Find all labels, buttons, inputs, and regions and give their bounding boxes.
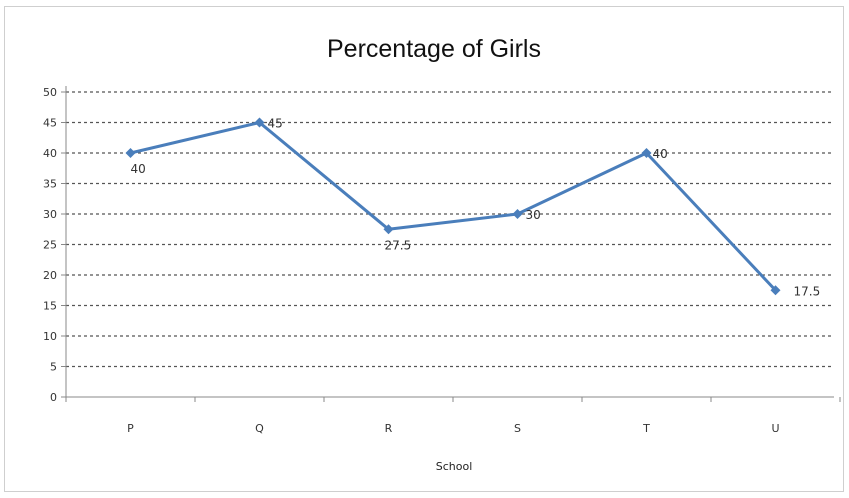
y-tick-label: 15 (43, 300, 57, 313)
y-tick-label: 35 (43, 178, 57, 191)
y-tick-label: 10 (43, 330, 57, 343)
x-tick-label: S (514, 422, 521, 435)
y-tick-label: 20 (43, 269, 57, 282)
chart-frame (4, 6, 844, 492)
gridlines (66, 91, 834, 368)
data-label: 17.5 (794, 284, 821, 298)
chart-title: Percentage of Girls (327, 35, 541, 63)
x-tick-label: R (385, 422, 393, 435)
x-tick-label: P (127, 422, 134, 435)
y-tick-label: 50 (43, 86, 57, 99)
data-label: 40 (131, 162, 146, 176)
data-point-marker (641, 148, 652, 158)
x-tick-labels: P Q R S T U (127, 422, 779, 435)
y-tick-label: 40 (43, 147, 57, 160)
y-tick-label: 45 (43, 117, 57, 130)
y-tick-label: 30 (43, 208, 57, 221)
data-label: 30 (526, 208, 541, 222)
y-tick-label: 5 (50, 361, 57, 374)
data-label: 45 (268, 117, 283, 131)
y-tick-label: 25 (43, 239, 57, 252)
series-line (130, 121, 777, 292)
y-tick-labels: 0 5 10 15 20 25 30 35 40 45 50 (43, 86, 57, 404)
data-labels: 40 45 27.5 30 40 17.5 (131, 117, 821, 299)
x-tick-label: Q (255, 422, 264, 435)
data-point-marker (770, 285, 781, 296)
data-point-marker (512, 209, 523, 219)
axes (61, 86, 841, 402)
data-point-marker (125, 148, 136, 158)
data-label: 40 (653, 147, 668, 161)
data-point-marker (383, 224, 394, 235)
x-tick-label: U (771, 422, 779, 435)
x-tick-label: T (642, 422, 650, 435)
x-axis-title: School (436, 460, 473, 473)
series-layer (125, 117, 781, 296)
data-label: 27.5 (385, 238, 412, 252)
y-tick-label: 0 (50, 391, 57, 404)
data-point-marker (254, 117, 265, 128)
